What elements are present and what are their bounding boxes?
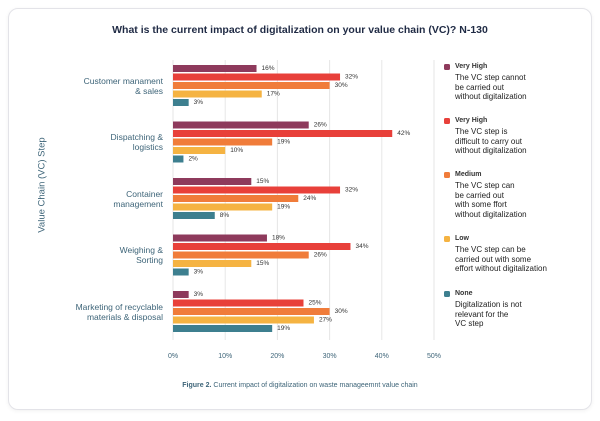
bar	[173, 291, 189, 298]
value-label: 26%	[314, 122, 327, 129]
x-tick-label: 40%	[375, 353, 389, 360]
legend-swatch	[444, 118, 450, 124]
caption-label: Figure 2.	[182, 382, 211, 389]
x-tick-label: 50%	[427, 353, 441, 360]
legend-name: Very High	[455, 63, 488, 70]
value-label: 26%	[314, 252, 327, 259]
value-label: 3%	[194, 291, 204, 298]
bar	[173, 155, 184, 163]
bar	[173, 260, 252, 267]
caption-text: Current impact of digitalization on wast…	[213, 382, 417, 389]
value-label: 3%	[194, 269, 204, 276]
value-label: 10%	[230, 147, 243, 154]
value-label: 30%	[335, 82, 348, 89]
legend-swatch	[444, 291, 450, 297]
x-tick-label: 30%	[323, 353, 337, 360]
legend-description: The VC step is difficult to carry out wi…	[455, 127, 527, 155]
value-label: 32%	[345, 74, 358, 81]
bar	[173, 90, 262, 98]
chart-title: What is the current impact of digitaliza…	[112, 24, 488, 36]
bar	[173, 251, 309, 259]
value-label: 42%	[397, 130, 410, 137]
value-label: 19%	[277, 139, 290, 146]
value-label: 8%	[220, 212, 230, 219]
bar	[173, 82, 330, 89]
bar	[173, 234, 267, 242]
value-label: 27%	[319, 317, 332, 324]
category-label: Container management	[113, 188, 163, 209]
bar	[173, 186, 341, 194]
value-label: 18%	[272, 235, 285, 242]
bar	[173, 65, 257, 72]
category-label: Dispatching & logistics	[110, 132, 163, 152]
value-label: 17%	[267, 91, 280, 98]
card	[8, 8, 592, 410]
value-label: 25%	[309, 300, 322, 307]
value-label: 32%	[345, 187, 358, 194]
value-label: 34%	[355, 243, 368, 250]
bar	[173, 138, 273, 146]
bar	[173, 299, 304, 307]
bar	[173, 178, 252, 185]
legend-name: Low	[455, 235, 469, 242]
bar	[173, 147, 226, 154]
bar	[173, 99, 189, 106]
legend-name: Very High	[455, 117, 488, 124]
legend-swatch	[444, 236, 450, 242]
bar	[173, 121, 309, 129]
x-tick-label: 0%	[168, 353, 178, 360]
bar	[173, 73, 341, 81]
bar	[173, 308, 330, 315]
bar	[173, 243, 351, 250]
value-label: 15%	[256, 260, 269, 267]
value-label: 19%	[277, 325, 290, 332]
legend-swatch	[444, 172, 450, 178]
value-label: 30%	[335, 308, 348, 315]
legend-description: The VC step cannot be carried out withou…	[455, 73, 527, 101]
value-label: 15%	[256, 178, 269, 185]
legend-description: The VC step can be carried out with some…	[455, 245, 547, 273]
legend-description: Digitalization is not relevant for the V…	[455, 300, 522, 328]
legend-name: Medium	[455, 171, 482, 178]
caption: Figure 2. Current impact of digitalizati…	[182, 382, 418, 389]
category-label: Marketing of recyclable materials & disp…	[75, 301, 163, 322]
value-label: 16%	[262, 65, 275, 72]
bar	[173, 325, 273, 332]
value-label: 24%	[303, 195, 316, 202]
bar	[173, 316, 314, 324]
bar	[173, 203, 273, 211]
legend-swatch	[444, 64, 450, 70]
y-axis-label: Value Chain (VC) Step	[37, 137, 48, 232]
x-tick-label: 10%	[218, 353, 232, 360]
bar	[173, 268, 189, 276]
value-label: 19%	[277, 204, 290, 211]
value-label: 3%	[194, 99, 204, 106]
legend-description: The VC step can be carried out with some…	[455, 181, 527, 219]
legend-name: None	[455, 290, 473, 297]
category-label: Customer manament & sales	[83, 75, 163, 96]
bar	[173, 212, 215, 219]
bar	[173, 195, 299, 202]
x-tick-label: 20%	[270, 353, 284, 360]
value-label: 2%	[188, 156, 198, 163]
bar	[173, 130, 393, 137]
category-label: Weighing & Sorting	[119, 245, 163, 265]
